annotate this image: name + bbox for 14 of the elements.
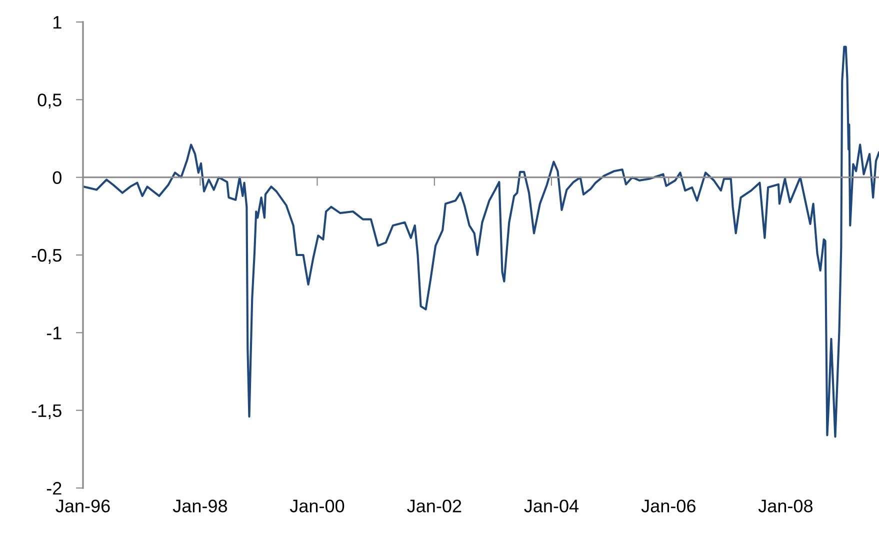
x-tick-label: Jan-04: [524, 500, 579, 512]
y-tick-label: -0,5: [32, 248, 62, 264]
x-tick-label: Jan-08: [758, 500, 813, 512]
x-tick-label: Jan-96: [56, 500, 110, 512]
y-tick-label: 0: [52, 171, 62, 184]
y-tick-label: 1: [54, 16, 62, 29]
x-tick-label: Jan-02: [407, 500, 462, 512]
x-tick-label: Jan-00: [290, 500, 344, 512]
y-tick-label: -1,5: [32, 404, 62, 420]
x-tick-label: Jan-06: [641, 500, 696, 512]
y-tick-label: -1: [46, 326, 62, 340]
y-tick-label: 0,5: [38, 94, 62, 109]
y-tick-label: -2: [46, 482, 62, 495]
x-tick-label: Jan-98: [172, 500, 228, 512]
